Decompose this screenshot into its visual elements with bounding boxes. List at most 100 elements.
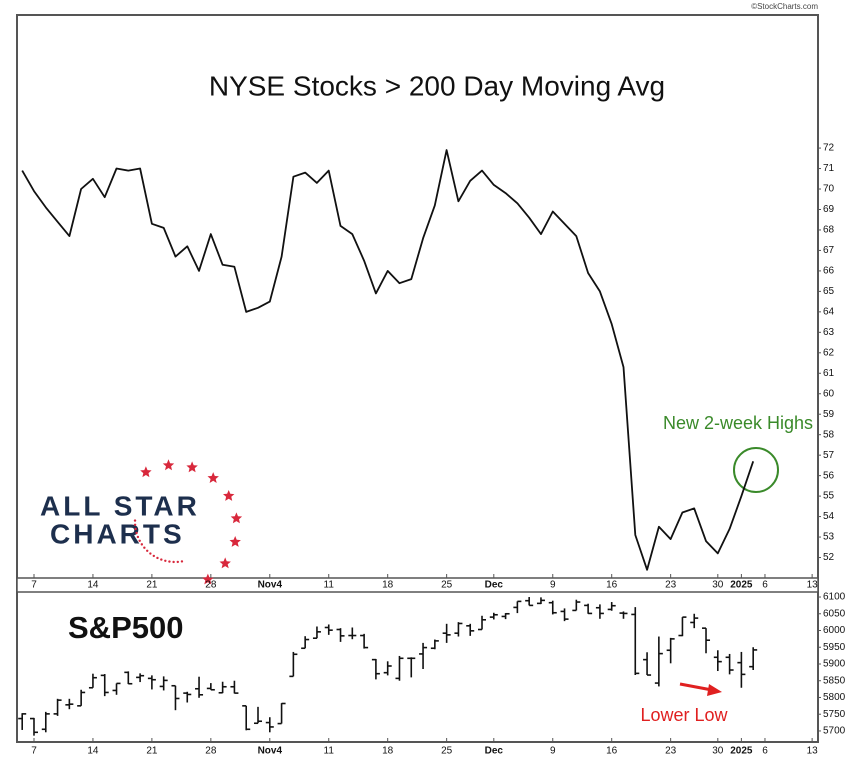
y-tick-label: 6050: [823, 608, 846, 619]
x-tick-label: 11: [324, 580, 335, 591]
y-tick-label: 57: [823, 450, 835, 461]
x-tick-label: 7: [31, 580, 37, 591]
annotation: Lower Low: [640, 705, 728, 725]
x-tick-label: 21: [146, 580, 158, 591]
x-tick-label: 25: [441, 746, 453, 757]
logo-star: [207, 472, 219, 483]
x-tick-label: 6: [762, 580, 768, 591]
logo-dot: [133, 519, 137, 522]
y-tick-label: 5750: [823, 709, 846, 720]
logo-text: CHARTS: [50, 518, 185, 549]
x-tick-label: Dec: [485, 746, 504, 757]
x-tick-label: 18: [382, 746, 394, 757]
y-tick-label: 63: [823, 327, 835, 338]
y-tick-label: 66: [823, 266, 835, 277]
y-tick-label: 54: [823, 511, 835, 522]
x-tick-label: 2025: [730, 580, 753, 591]
x-tick-label: 30: [712, 746, 724, 757]
y-tick-label: 61: [823, 368, 835, 379]
x-tick-label: 9: [550, 580, 556, 591]
x-tick-label: 11: [324, 746, 335, 757]
y-tick-label: 6000: [823, 625, 846, 636]
logo-text: ALL STAR: [40, 490, 200, 521]
annotation: New 2-week Highs: [663, 413, 813, 433]
logo-dot: [164, 559, 167, 563]
x-tick-label: 28: [205, 746, 217, 757]
logo-star: [230, 512, 243, 524]
y-tick-label: 58: [823, 429, 835, 440]
x-tick-label: 7: [31, 746, 37, 757]
y-tick-label: 72: [823, 143, 835, 154]
y-tick-label: 56: [823, 470, 835, 481]
logo-dot: [156, 556, 159, 560]
x-tick-label: 16: [606, 746, 618, 757]
logo-dot: [135, 531, 138, 535]
logo-dot: [152, 554, 156, 558]
y-tick-label: 69: [823, 204, 835, 215]
logo-dot: [143, 546, 146, 549]
y-tick-label: 52: [823, 552, 835, 563]
x-tick-label: 6: [762, 746, 768, 757]
chart-title: NYSE Stocks > 200 Day Moving Avg: [209, 70, 665, 101]
x-tick-label: 14: [87, 580, 99, 591]
logo-dot: [180, 560, 184, 563]
y-tick-label: 5950: [823, 642, 846, 653]
logo-dot: [149, 552, 152, 555]
x-tick-label: Dec: [485, 580, 504, 591]
y-tick-label: 60: [823, 388, 835, 399]
y-tick-label: 67: [823, 245, 835, 256]
logo-dot: [138, 539, 141, 542]
y-tick-label: 59: [823, 409, 835, 420]
x-tick-label: 23: [665, 746, 677, 757]
x-tick-label: 30: [712, 580, 724, 591]
y-tick-label: 62: [823, 347, 835, 358]
y-tick-label: 68: [823, 225, 835, 236]
y-tick-label: 53: [823, 532, 835, 543]
x-tick-label: 13: [807, 580, 819, 591]
x-tick-label: 14: [87, 746, 99, 757]
y-tick-label: 5700: [823, 726, 846, 737]
x-tick-label: 9: [550, 746, 556, 757]
x-tick-label: 13: [807, 746, 819, 757]
logo-dot: [146, 549, 149, 552]
logo: ALL STAR CHARTS: [40, 459, 243, 585]
x-tick-label: 21: [146, 746, 158, 757]
x-tick-label: Nov4: [258, 746, 283, 757]
y-tick-label: 70: [823, 184, 835, 195]
logo-dot: [160, 558, 163, 561]
logo-dot: [172, 560, 175, 564]
arrow-shaft: [679, 682, 713, 692]
logo-star: [162, 459, 175, 471]
y-tick-label: 5850: [823, 675, 846, 686]
x-tick-label: 18: [382, 580, 394, 591]
logo-dot: [133, 523, 137, 526]
logo-star: [223, 490, 235, 501]
logo-dot: [168, 560, 171, 563]
x-tick-label: 23: [665, 580, 677, 591]
y-tick-label: 65: [823, 286, 835, 297]
y-tick-label: 71: [823, 163, 835, 174]
logo-star: [219, 557, 231, 569]
data-line: [21, 149, 755, 571]
logo-star: [140, 466, 152, 478]
y-tick-label: 5800: [823, 692, 846, 703]
y-tick-label: 6100: [823, 592, 846, 603]
x-tick-label: 16: [606, 580, 618, 591]
frame: [16, 14, 819, 743]
y-tick-label: 64: [823, 306, 835, 317]
y-tick-label: 5900: [823, 659, 846, 670]
highlight-circle: [733, 447, 779, 493]
source: ©StockCharts.com: [751, 2, 818, 11]
logo-dot: [136, 535, 140, 539]
x-tick-label: Nov4: [258, 580, 283, 591]
x-tick-label: 2025: [730, 746, 753, 757]
x-tick-label: 25: [441, 580, 453, 591]
logo-dot: [140, 543, 144, 546]
y-tick-label: 55: [823, 491, 835, 502]
date-strip: [16, 577, 819, 593]
arrow-head: [707, 684, 722, 696]
logo-star: [229, 536, 241, 547]
panel-title: S&P500: [68, 610, 183, 645]
logo-dot: [134, 527, 137, 531]
